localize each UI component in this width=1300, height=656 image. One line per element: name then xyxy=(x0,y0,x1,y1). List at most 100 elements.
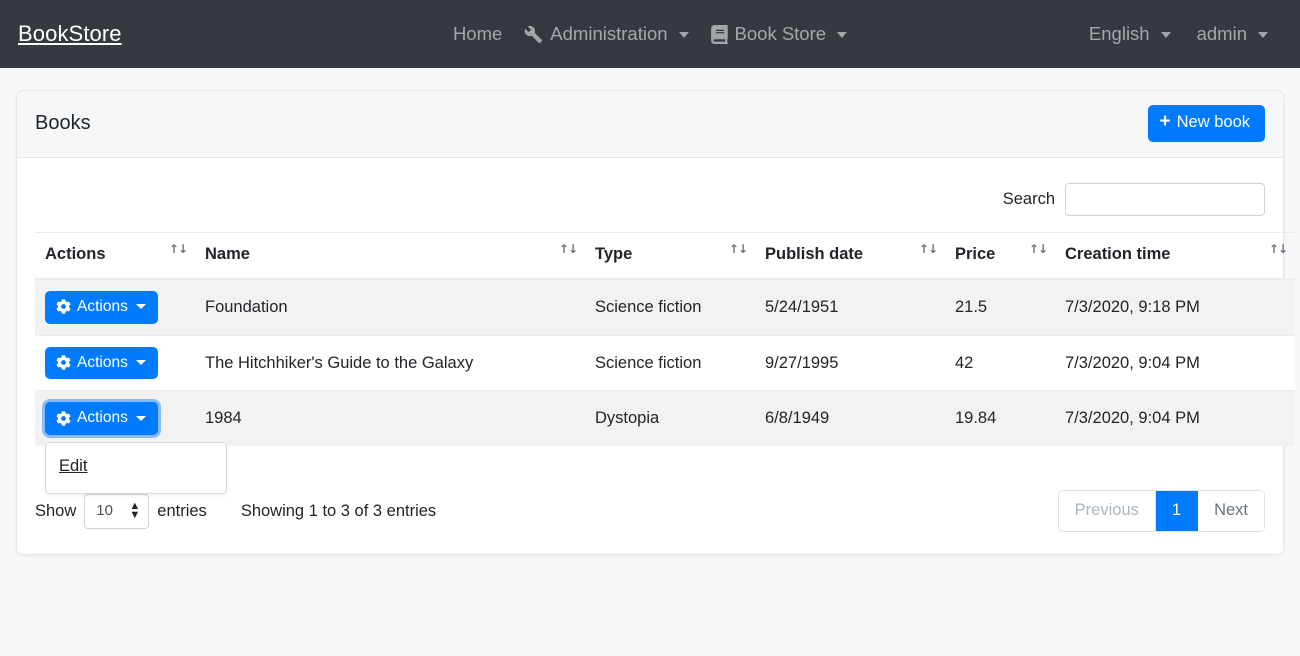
cell-publish-date: 9/27/1995 xyxy=(755,334,945,391)
cell-type: Dystopia xyxy=(585,390,755,447)
column-header-creation-time[interactable]: Creation time ↑↓ xyxy=(1055,231,1295,280)
chevron-down-icon xyxy=(837,32,848,38)
cell-creation-time: 7/3/2020, 9:18 PM xyxy=(1055,278,1295,336)
table-row: Actions The Hitchhiker's Guide to the Ga… xyxy=(35,334,1295,391)
nav-item-administration-label: Administration xyxy=(550,23,668,44)
plus-icon: + xyxy=(1159,111,1171,133)
card-header: Books + New book xyxy=(17,91,1283,158)
table-header-row: Actions ↑↓ Name ↑↓ Type ↑↓ Publish dat xyxy=(35,231,1295,280)
cell-name: Foundation xyxy=(195,278,585,336)
row-actions-button-label: Actions xyxy=(77,409,128,427)
column-header-creation-time-label: Creation time xyxy=(1065,244,1171,263)
row-actions-wrapper: Actions xyxy=(45,290,158,324)
gear-icon xyxy=(56,355,71,370)
chevron-down-icon xyxy=(1258,32,1268,38)
page-length-select[interactable]: 10 25 50 100 xyxy=(84,493,150,529)
sort-icon: ↑↓ xyxy=(1268,241,1288,256)
row-actions-wrapper: Actions xyxy=(45,346,158,380)
nav-item-book-store[interactable]: Book Store xyxy=(710,23,848,45)
column-header-name[interactable]: Name ↑↓ xyxy=(195,231,585,280)
new-book-button[interactable]: + New book xyxy=(1147,105,1265,142)
cell-price: 19.84 xyxy=(945,390,1055,447)
pagination-previous[interactable]: Previous xyxy=(1058,491,1156,531)
row-actions-button[interactable]: Actions xyxy=(45,402,158,436)
user-menu-label: admin xyxy=(1196,23,1247,44)
books-card: Books + New book Search Actions xyxy=(16,90,1295,555)
nav-right-group: English admin xyxy=(1089,23,1284,45)
column-header-type-label: Type xyxy=(595,244,633,263)
pagination-next[interactable]: Next xyxy=(1198,491,1264,531)
table-row: Actions Foundation Science fiction 5/24/… xyxy=(35,278,1295,336)
cell-actions: Actions Edit xyxy=(35,390,227,495)
language-selector-label: English xyxy=(1088,23,1150,44)
cell-publish-date: 6/8/1949 xyxy=(755,390,945,447)
table-row: Actions Edit 1984 Dystopia 6/8/1949 xyxy=(35,390,1295,495)
top-navbar: BookStore Home Administration Book Store xyxy=(0,0,1300,68)
column-header-actions[interactable]: Actions ↑↓ xyxy=(35,231,195,280)
column-header-name-label: Name xyxy=(205,244,250,263)
table-footer: Show 10 25 50 100 ▲▼ entries Showing 1 t… xyxy=(35,446,1265,532)
nav-item-home-label: Home xyxy=(452,23,503,44)
pagination: Previous 1 Next xyxy=(1057,490,1265,532)
nav-item-home[interactable]: Home xyxy=(453,23,502,45)
caret-down-icon xyxy=(135,415,146,421)
sort-icon: ↑↓ xyxy=(918,241,938,256)
caret-down-icon xyxy=(135,360,146,366)
cell-type: Science fiction xyxy=(585,278,755,336)
cell-price: 42 xyxy=(945,334,1055,391)
cell-creation-time: 7/3/2020, 9:04 PM xyxy=(1055,334,1295,391)
page-length-select-wrapper: 10 25 50 100 ▲▼ xyxy=(84,493,150,529)
card-body: Search Actions ↑↓ Name xyxy=(17,158,1295,554)
gear-icon xyxy=(56,299,71,314)
dropdown-item-edit[interactable]: Edit xyxy=(59,457,88,476)
column-header-publish-date[interactable]: Publish date ↑↓ xyxy=(755,231,945,280)
cell-price: 21.5 xyxy=(945,278,1055,336)
show-label: Show xyxy=(35,501,77,520)
wrench-icon xyxy=(524,25,543,44)
cell-name: 1984 xyxy=(195,390,585,447)
search-label: Search xyxy=(1002,189,1055,208)
sort-icon: ↑↓ xyxy=(728,241,748,256)
column-header-price-label: Price xyxy=(955,244,996,263)
cell-creation-time: 7/3/2020, 9:04 PM xyxy=(1055,390,1295,447)
cell-name: The Hitchhiker's Guide to the Galaxy xyxy=(195,334,585,391)
chevron-down-icon xyxy=(1160,32,1171,38)
search-input[interactable] xyxy=(1065,182,1265,216)
page-title: Books xyxy=(35,111,91,134)
cell-publish-date: 5/24/1951 xyxy=(755,278,945,336)
books-table: Actions ↑↓ Name ↑↓ Type ↑↓ Publish dat xyxy=(35,231,1295,495)
sort-icon: ↑↓ xyxy=(1028,241,1048,256)
row-actions-button[interactable]: Actions xyxy=(45,290,158,324)
row-actions-button-label: Actions xyxy=(77,297,128,315)
entries-label: entries xyxy=(157,501,207,520)
column-header-type[interactable]: Type ↑↓ xyxy=(585,231,755,280)
gear-icon xyxy=(56,411,71,426)
column-header-actions-label: Actions xyxy=(45,244,106,263)
nav-item-book-store-label: Book Store xyxy=(734,23,827,44)
sort-icon: ↑↓ xyxy=(558,241,578,256)
caret-down-icon xyxy=(135,304,146,310)
cell-actions: Actions xyxy=(35,278,195,336)
nav-item-administration[interactable]: Administration xyxy=(524,23,689,45)
column-header-price[interactable]: Price ↑↓ xyxy=(945,231,1055,280)
search-filter-row: Search xyxy=(35,176,1265,232)
new-book-button-label: New book xyxy=(1176,113,1250,131)
cell-actions: Actions xyxy=(35,334,195,391)
column-header-publish-date-label: Publish date xyxy=(765,244,864,263)
table-head: Actions ↑↓ Name ↑↓ Type ↑↓ Publish dat xyxy=(35,231,1295,280)
cell-type: Science fiction xyxy=(585,334,755,391)
brand-logo[interactable]: BookStore xyxy=(18,21,122,46)
book-icon xyxy=(710,24,728,44)
row-actions-dropdown-menu: Edit xyxy=(45,442,227,495)
pagination-page-1[interactable]: 1 xyxy=(1155,491,1199,531)
sort-icon: ↑↓ xyxy=(168,241,188,256)
user-menu[interactable]: admin xyxy=(1197,23,1268,45)
table-body: Actions Foundation Science fiction 5/24/… xyxy=(35,278,1295,495)
row-actions-wrapper: Actions Edit xyxy=(45,402,227,495)
page-length-group: Show 10 25 50 100 ▲▼ entries xyxy=(35,493,207,529)
chevron-down-icon xyxy=(678,32,689,38)
table-info: Showing 1 to 3 of 3 entries xyxy=(240,501,437,520)
language-selector[interactable]: English xyxy=(1089,23,1171,45)
row-actions-button[interactable]: Actions xyxy=(45,346,158,380)
page-container: Books + New book Search Actions xyxy=(0,68,1300,555)
